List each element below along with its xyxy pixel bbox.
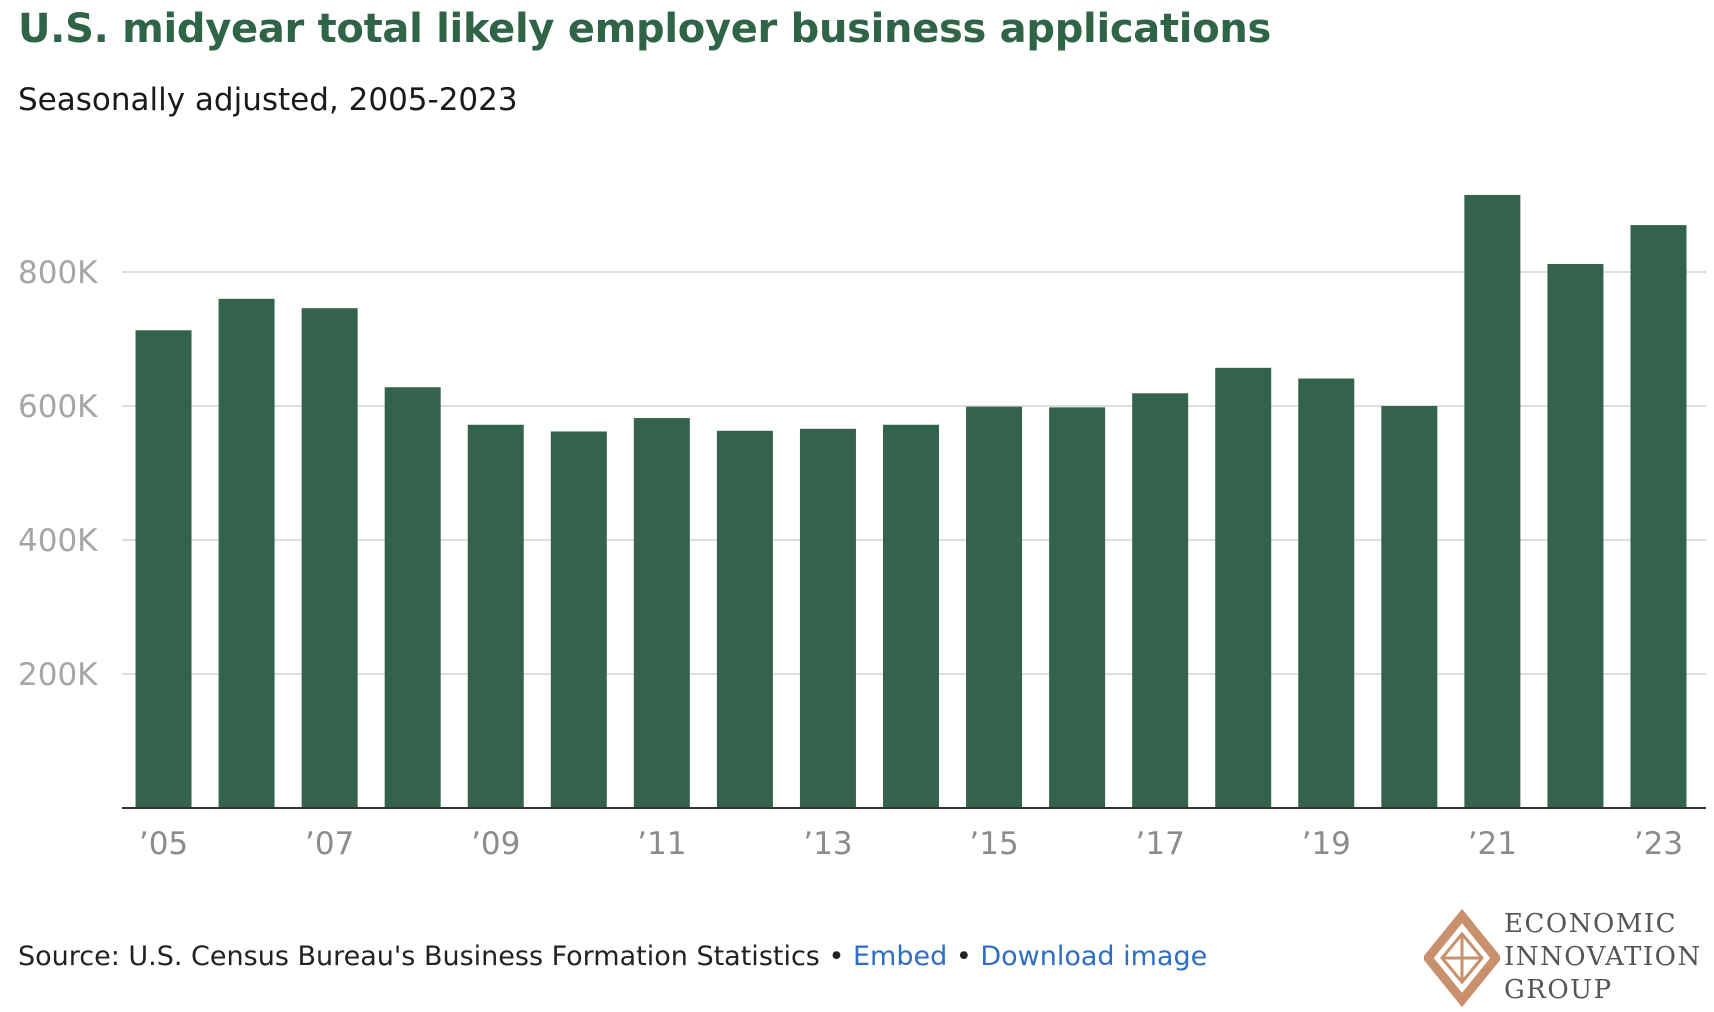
download-image-link[interactable]: Download image	[980, 941, 1208, 972]
logo-line-1: ECONOMIC	[1504, 909, 1678, 939]
bar-2006	[218, 298, 275, 808]
y-tick-label: 400K	[18, 523, 98, 559]
x-tick-label: ’07	[305, 826, 354, 862]
logo-line-3: GROUP	[1504, 975, 1613, 1005]
logo-line-2: INNOVATION	[1504, 942, 1702, 972]
bar-2010	[550, 431, 607, 808]
bar-2015	[966, 406, 1023, 808]
x-tick-label: ’09	[471, 826, 520, 862]
bar-2018	[1215, 367, 1272, 808]
bar-2016	[1049, 407, 1106, 808]
source-text: Source: U.S. Census Bureau's Business Fo…	[18, 941, 820, 972]
x-tick-label: ’11	[637, 826, 686, 862]
bar-2022	[1547, 263, 1604, 809]
y-tick-label: 600K	[18, 389, 98, 425]
x-tick-label: ’05	[139, 826, 188, 862]
separator: •	[819, 941, 853, 972]
x-tick-label: ’19	[1302, 826, 1351, 862]
eig-logo: ECONOMIC INNOVATION GROUP	[1424, 908, 1714, 1008]
x-axis: ’05 ’07 ’09 ’11 ’13 ’15 ’17 ’19 ’21 ’23	[139, 826, 1683, 862]
bar-2005	[135, 330, 192, 808]
diamond-logo-icon	[1424, 908, 1500, 1008]
footer: Source: U.S. Census Bureau's Business Fo…	[18, 941, 1207, 972]
x-tick-label: ’13	[803, 826, 852, 862]
bar-2009	[467, 424, 524, 808]
bar-2014	[883, 424, 939, 808]
separator: •	[947, 941, 981, 972]
chart-subtitle: Seasonally adjusted, 2005-2023	[18, 82, 518, 118]
y-axis: 200K 400K 600K 800K	[18, 255, 98, 693]
bar-2011	[633, 418, 690, 808]
y-tick-label: 800K	[18, 255, 98, 291]
bar-chart: 200K 400K 600K 800K ’05 ’07 ’09 ’11 ’13 ’15 ’17 ’1…	[18, 194, 1706, 862]
bar-2012	[716, 430, 773, 808]
chart-title: U.S. midyear total likely employer busin…	[18, 6, 1272, 52]
x-tick-label: ’15	[969, 826, 1018, 862]
bar-2008	[384, 387, 441, 808]
bar-2013	[799, 428, 856, 808]
embed-link[interactable]: Embed	[852, 941, 948, 972]
logo-wordmark: ECONOMIC INNOVATION GROUP	[1504, 908, 1702, 1007]
x-tick-label: ’21	[1468, 826, 1517, 862]
bar-2023	[1630, 225, 1687, 809]
y-tick-label: 200K	[18, 657, 98, 693]
bar-2020	[1381, 406, 1438, 808]
x-tick-label: ’17	[1136, 826, 1185, 862]
bar-2007	[301, 308, 358, 808]
bar-2017	[1132, 393, 1189, 808]
bar-2021	[1464, 194, 1521, 808]
x-tick-label: ’23	[1634, 826, 1683, 862]
bar-2019	[1298, 378, 1355, 808]
bars	[135, 194, 1687, 809]
